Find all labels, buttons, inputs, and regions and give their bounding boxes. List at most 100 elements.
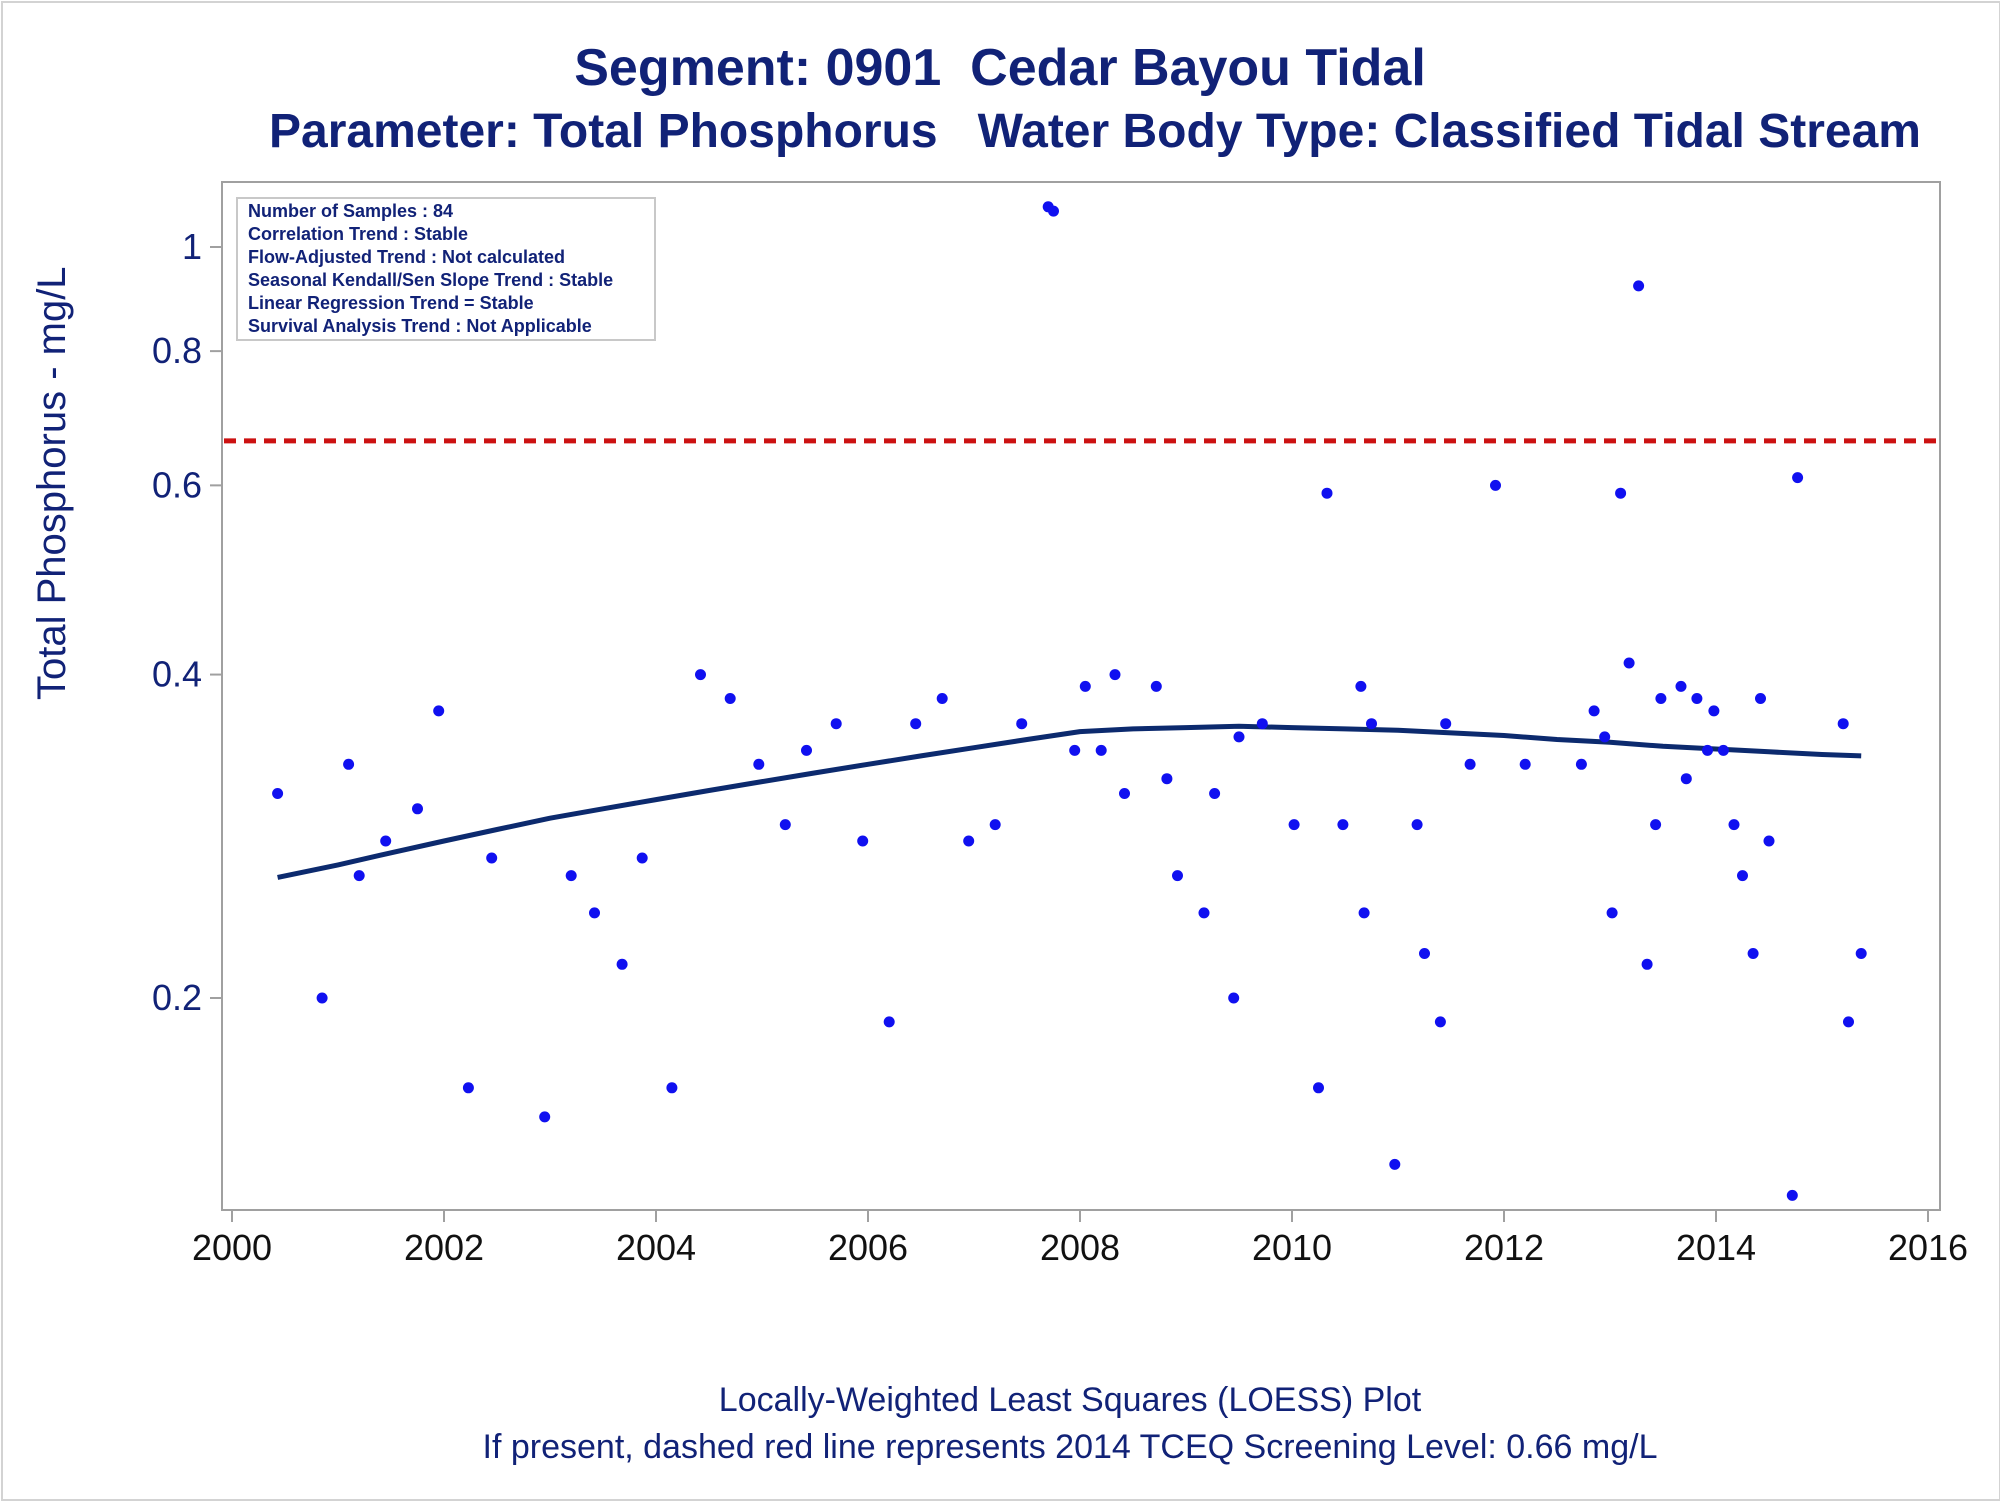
x-tick-label: 2006 [828, 1227, 908, 1268]
data-point [316, 992, 328, 1004]
x-tick-label: 2014 [1676, 1227, 1756, 1268]
data-point [1519, 758, 1531, 770]
data-point [1150, 680, 1162, 692]
data-point [1717, 744, 1729, 756]
x-tick-label: 2008 [1040, 1227, 1120, 1268]
data-point [666, 1082, 678, 1094]
data-point [1633, 280, 1645, 292]
data-point [1786, 1189, 1798, 1201]
data-point [1321, 487, 1333, 499]
data-point [589, 907, 600, 919]
data-point [1702, 744, 1713, 756]
data-point [1763, 835, 1775, 847]
data-point [1675, 680, 1687, 692]
data-point [412, 803, 423, 815]
data-point [1440, 718, 1452, 730]
data-point [636, 852, 648, 864]
data-point [1464, 758, 1476, 770]
data-point [1411, 819, 1423, 831]
data-point [1650, 819, 1662, 831]
data-point [1209, 788, 1221, 799]
data-point [989, 819, 1001, 831]
data-point [1843, 1016, 1854, 1028]
stat-correlation-trend: Correlation Trend : Stable [248, 224, 469, 244]
data-point [1837, 718, 1849, 730]
data-point [936, 693, 948, 704]
data-point [1366, 718, 1377, 730]
data-point [779, 819, 791, 831]
data-point [724, 693, 736, 704]
stat-survival-analysis-trend: Survival Analysis Trend : Not Applicable [248, 316, 592, 336]
data-point [1079, 680, 1091, 692]
data-point [1599, 731, 1611, 743]
data-point [1655, 693, 1667, 704]
data-point [380, 835, 392, 847]
data-point [963, 835, 975, 847]
data-point [1069, 744, 1081, 756]
data-point [1641, 958, 1653, 970]
y-tick-label: 1 [182, 226, 202, 267]
data-point [1119, 788, 1130, 799]
chart-subtitle: Parameter: Total Phosphorus Water Body T… [269, 105, 1921, 158]
x-tick-label: 2004 [616, 1227, 696, 1268]
stat-seasonal-kendall-trend: Seasonal Kendall/Sen Slope Trend : Stabl… [248, 270, 614, 290]
data-point [1737, 870, 1748, 882]
data-point [1161, 773, 1173, 785]
data-point [910, 718, 922, 730]
data-point [1575, 758, 1587, 770]
y-axis-label: Total Phosphorus - mg/L [30, 266, 74, 700]
data-point [1708, 705, 1720, 717]
data-point [1490, 479, 1501, 491]
data-point [1109, 669, 1121, 681]
data-point [343, 758, 355, 770]
stat-sample-count: Number of Samples : 84 [248, 201, 454, 221]
data-point [353, 870, 365, 882]
chart-title: Segment: 0901 Cedar Bayou Tidal [574, 39, 1426, 97]
data-point [1048, 205, 1059, 217]
data-point [616, 958, 628, 970]
y-tick-label: 0.4 [152, 654, 202, 695]
data-point [1198, 907, 1210, 919]
data-point [539, 1111, 551, 1123]
data-point [565, 870, 577, 882]
y-tick-label: 0.2 [152, 977, 202, 1018]
data-point [1016, 718, 1028, 730]
data-point [462, 1082, 474, 1094]
data-point [1755, 693, 1766, 704]
data-point [486, 852, 498, 864]
data-point [1855, 948, 1867, 959]
data-point [1792, 472, 1804, 484]
data-point [1172, 870, 1183, 882]
data-point [1095, 744, 1107, 756]
x-tick-label: 2010 [1252, 1227, 1332, 1268]
data-point [801, 744, 812, 756]
x-tick-label: 2002 [404, 1227, 484, 1268]
data-point [1747, 948, 1759, 959]
data-point [1313, 1082, 1324, 1094]
stats-legend-box: Number of Samples : 84 Correlation Trend… [236, 197, 656, 341]
data-point [857, 835, 869, 847]
data-point [830, 718, 842, 730]
data-point [1680, 773, 1692, 785]
footnote-loess: Locally-Weighted Least Squares (LOESS) P… [718, 1381, 1422, 1419]
data-point [1337, 819, 1349, 831]
y-tick-label: 0.6 [152, 464, 202, 505]
data-point [883, 1016, 895, 1028]
data-point [1358, 907, 1370, 919]
data-point [1233, 731, 1245, 743]
stat-linear-regression-trend: Linear Regression Trend = Stable [248, 293, 534, 313]
data-point [1606, 907, 1618, 919]
loess-curve [277, 723, 1862, 880]
y-tick-label: 0.8 [152, 330, 202, 371]
x-tick-label: 2016 [1888, 1227, 1968, 1268]
x-tick-label: 2012 [1464, 1227, 1544, 1268]
data-point [1256, 718, 1268, 730]
data-point [1389, 1158, 1401, 1170]
data-point [1615, 487, 1627, 499]
stat-flow-adjusted-trend: Flow-Adjusted Trend : Not calculated [248, 247, 566, 267]
data-point [1434, 1016, 1446, 1028]
data-point [1728, 819, 1740, 831]
data-point [1355, 680, 1367, 692]
data-point [1228, 992, 1240, 1004]
